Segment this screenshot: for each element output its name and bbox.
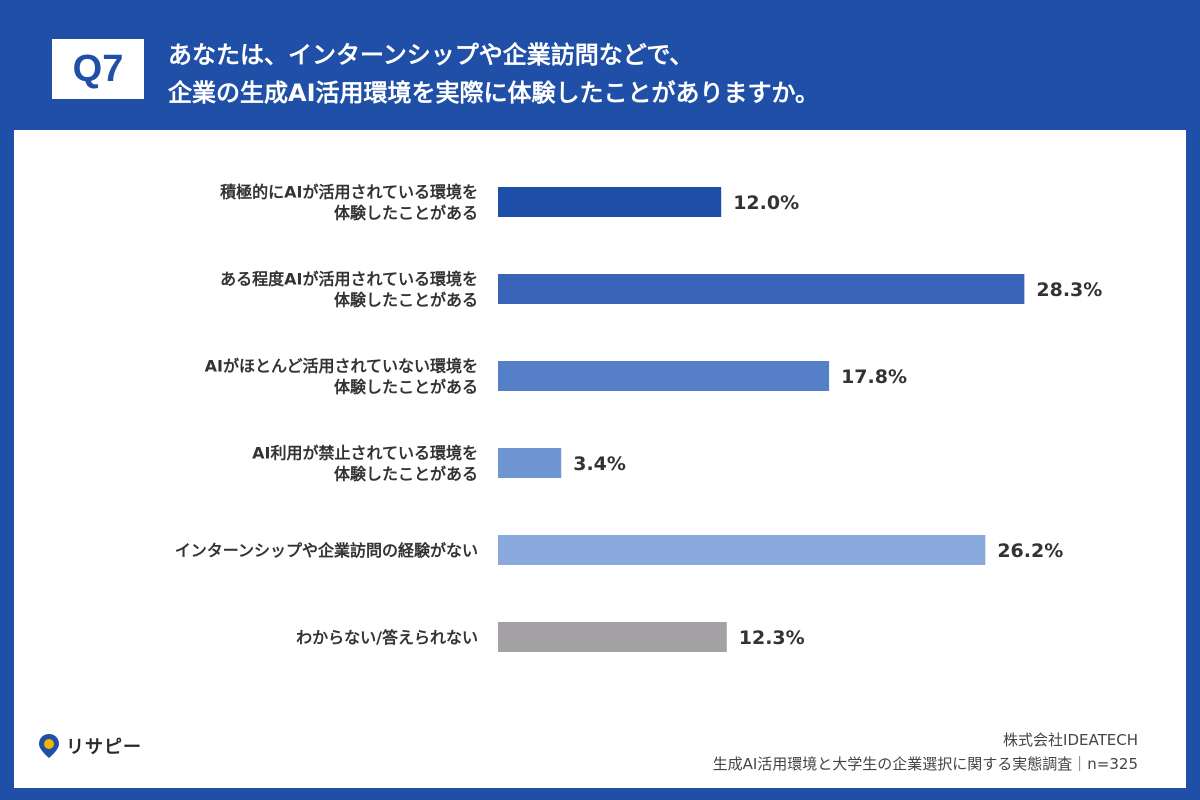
company-name: 株式会社IDEATECH <box>1003 731 1138 749</box>
value-label-1: 12.0% <box>733 192 799 214</box>
category-label-3-line-1: AIがほとんど活用されていない環境を <box>205 357 478 376</box>
category-label-3-line-2: 体験したことがある <box>334 378 478 397</box>
bar-5 <box>498 535 986 565</box>
question-title-line-2: 企業の生成AI活用環境を実際に体験したことがありますか。 <box>168 79 820 107</box>
brand-logo: リサピー <box>38 733 142 759</box>
category-label-4-line-2: 体験したことがある <box>334 465 478 484</box>
bar-4 <box>498 448 562 478</box>
bar-6 <box>498 622 727 652</box>
category-label-6-line-1: わからない/答えられない <box>296 628 478 647</box>
category-label-5-line-1: インターンシップや企業訪問の経験がない <box>175 541 478 560</box>
category-label-1-line-1: 積極的にAIが活用されている環境を <box>219 183 478 202</box>
value-label-2: 28.3% <box>1036 279 1102 301</box>
location-pin-icon <box>39 734 59 758</box>
question-badge: Q7 <box>52 39 144 99</box>
bar-1 <box>498 187 722 217</box>
value-label-3: 17.8% <box>841 366 907 388</box>
value-label-5: 26.2% <box>997 540 1063 562</box>
value-label-4: 3.4% <box>573 453 626 475</box>
survey-info: 生成AI活用環境と大学生の企業選択に関する実態調査｜n=325 <box>712 755 1138 773</box>
value-label-6: 12.3% <box>739 627 805 649</box>
bar-3 <box>498 361 830 391</box>
bar-2 <box>498 274 1025 304</box>
category-label-2-line-2: 体験したことがある <box>334 291 478 310</box>
source-credit: 株式会社IDEATECH 生成AI活用環境と大学生の企業選択に関する実態調査｜n… <box>713 728 1138 776</box>
logo-text: リサピー <box>66 737 142 758</box>
category-label-1-line-2: 体験したことがある <box>334 204 478 223</box>
question-title: あなたは、インターンシップや企業訪問などで、 企業の生成AI活用環境を実際に体験… <box>168 36 1168 112</box>
header: Q7 あなたは、インターンシップや企業訪問などで、 企業の生成AI活用環境を実際… <box>0 0 1200 130</box>
chart-panel: 12.0% 積極的にAIが活用されている環境を体験したことがある 28.3% ある程度… <box>14 130 1186 788</box>
category-label-2-line-1: ある程度AIが活用されている環境を <box>220 270 478 289</box>
question-title-line-1: あなたは、インターンシップや企業訪問などで、 <box>168 41 694 69</box>
category-label-4-line-1: AI利用が禁止されている環境を <box>252 444 478 463</box>
